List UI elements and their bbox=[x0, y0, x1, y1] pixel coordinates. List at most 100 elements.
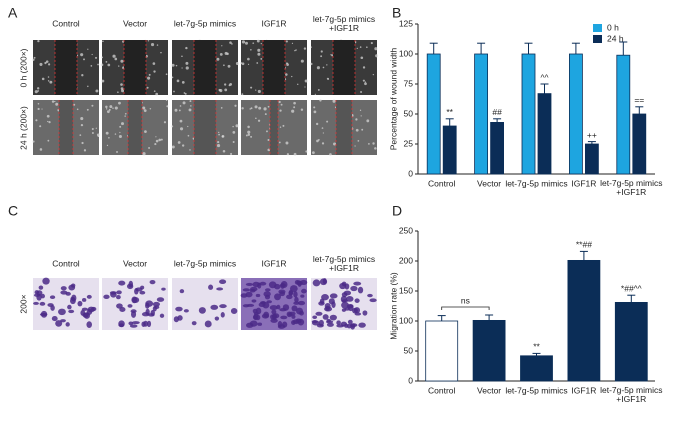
cell bbox=[253, 312, 259, 316]
cell bbox=[341, 308, 346, 312]
bar bbox=[442, 125, 457, 175]
cell bbox=[241, 62, 245, 66]
y-axis-label: Percentage of wound width bbox=[388, 47, 398, 150]
cell bbox=[219, 279, 227, 285]
cell bbox=[185, 66, 189, 70]
cell bbox=[80, 117, 84, 121]
error-bar bbox=[477, 42, 486, 54]
cell bbox=[357, 286, 364, 294]
cell bbox=[234, 104, 237, 107]
micrograph bbox=[311, 278, 377, 330]
cell bbox=[361, 128, 364, 131]
cell bbox=[171, 76, 174, 79]
cell bbox=[224, 88, 228, 92]
cell bbox=[188, 108, 192, 112]
cell bbox=[259, 281, 267, 286]
cell bbox=[179, 127, 184, 131]
cell bbox=[352, 307, 358, 314]
cell bbox=[359, 46, 362, 48]
cell bbox=[241, 107, 244, 110]
cell bbox=[96, 133, 100, 137]
cell bbox=[69, 297, 76, 305]
cell bbox=[364, 82, 367, 86]
cell bbox=[282, 124, 285, 127]
cell bbox=[343, 290, 352, 296]
cell bbox=[263, 291, 271, 297]
cell bbox=[257, 322, 263, 326]
cell bbox=[263, 311, 270, 318]
x-tick-label: let-7g-5p mimics bbox=[505, 178, 567, 188]
cell bbox=[152, 305, 157, 312]
cell bbox=[286, 294, 293, 300]
cell bbox=[161, 287, 166, 291]
cell bbox=[286, 62, 288, 65]
wound bbox=[59, 100, 73, 155]
cell bbox=[333, 142, 337, 146]
cell bbox=[160, 51, 162, 54]
cell bbox=[250, 49, 252, 51]
cell bbox=[278, 141, 281, 144]
cell bbox=[251, 299, 257, 303]
cell bbox=[60, 290, 68, 295]
column-label: Control bbox=[52, 258, 80, 268]
cell bbox=[300, 294, 305, 298]
cell bbox=[235, 61, 239, 66]
cell bbox=[155, 139, 159, 143]
cell bbox=[179, 105, 182, 107]
cell bbox=[257, 119, 261, 122]
cell bbox=[158, 138, 162, 142]
cell bbox=[33, 301, 39, 305]
cell bbox=[60, 286, 67, 291]
cell bbox=[32, 58, 35, 61]
cell bbox=[260, 58, 263, 60]
cell bbox=[372, 73, 375, 76]
cell bbox=[160, 138, 163, 141]
cell bbox=[32, 140, 35, 143]
cell bbox=[252, 42, 255, 44]
cell bbox=[171, 63, 175, 67]
cell bbox=[153, 90, 156, 93]
wound bbox=[194, 100, 216, 155]
cell bbox=[232, 125, 234, 128]
cell bbox=[38, 285, 44, 290]
cell bbox=[347, 319, 353, 325]
cell bbox=[346, 323, 352, 329]
cell bbox=[100, 63, 104, 67]
cell bbox=[360, 90, 363, 93]
cell bbox=[267, 105, 270, 108]
cell bbox=[47, 63, 51, 66]
cell bbox=[143, 109, 147, 113]
cell bbox=[360, 115, 362, 117]
cell bbox=[293, 301, 300, 305]
cell bbox=[322, 66, 325, 69]
cell bbox=[102, 40, 104, 43]
cell bbox=[311, 320, 318, 324]
cell bbox=[293, 152, 297, 156]
cell bbox=[83, 58, 85, 61]
cell bbox=[152, 301, 160, 307]
cell bbox=[297, 318, 305, 326]
cell bbox=[221, 135, 224, 138]
cell bbox=[130, 309, 137, 314]
error-bar bbox=[532, 352, 541, 356]
cell bbox=[97, 63, 99, 66]
cell bbox=[37, 90, 40, 92]
cell bbox=[336, 320, 341, 326]
error-bar bbox=[587, 141, 596, 144]
cell bbox=[183, 309, 189, 313]
cell bbox=[91, 104, 94, 107]
cell bbox=[152, 62, 156, 65]
cell bbox=[45, 60, 49, 63]
panel-letter: D bbox=[392, 203, 402, 219]
cell bbox=[258, 302, 266, 308]
cell bbox=[58, 308, 66, 316]
cell bbox=[321, 142, 325, 145]
cell bbox=[40, 310, 48, 318]
y-tick-label: 50 bbox=[404, 345, 414, 355]
y-tick-label: 125 bbox=[399, 18, 413, 28]
cell bbox=[266, 130, 268, 133]
cell bbox=[375, 54, 379, 58]
bar bbox=[616, 54, 631, 175]
cell bbox=[141, 321, 146, 327]
panel-letter: A bbox=[8, 5, 18, 21]
